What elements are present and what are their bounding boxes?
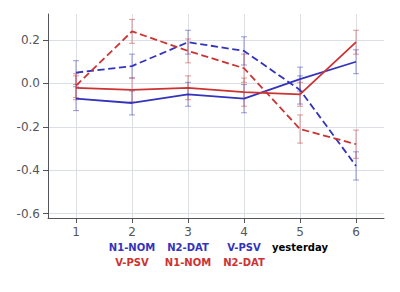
- svg-text:0.2: 0.2: [21, 33, 40, 47]
- svg-text:-0.4: -0.4: [17, 163, 40, 177]
- svg-text:V-PSV: V-PSV: [227, 242, 261, 253]
- svg-text:yesterday: yesterday: [272, 242, 328, 253]
- svg-text:6: 6: [352, 225, 360, 239]
- svg-text:N1-NOM: N1-NOM: [109, 242, 155, 253]
- svg-text:N1-NOM: N1-NOM: [165, 257, 211, 268]
- svg-text:-0.6: -0.6: [17, 207, 40, 221]
- svg-text:5: 5: [296, 225, 304, 239]
- svg-text:1: 1: [72, 225, 80, 239]
- svg-text:0.0: 0.0: [21, 76, 40, 90]
- svg-text:-0.2: -0.2: [17, 120, 40, 134]
- svg-text:3: 3: [184, 225, 192, 239]
- svg-text:N2-DAT: N2-DAT: [223, 257, 265, 268]
- svg-text:N2-DAT: N2-DAT: [167, 242, 209, 253]
- svg-text:2: 2: [128, 225, 136, 239]
- svg-text:V-PSV: V-PSV: [115, 257, 149, 268]
- svg-text:4: 4: [240, 225, 248, 239]
